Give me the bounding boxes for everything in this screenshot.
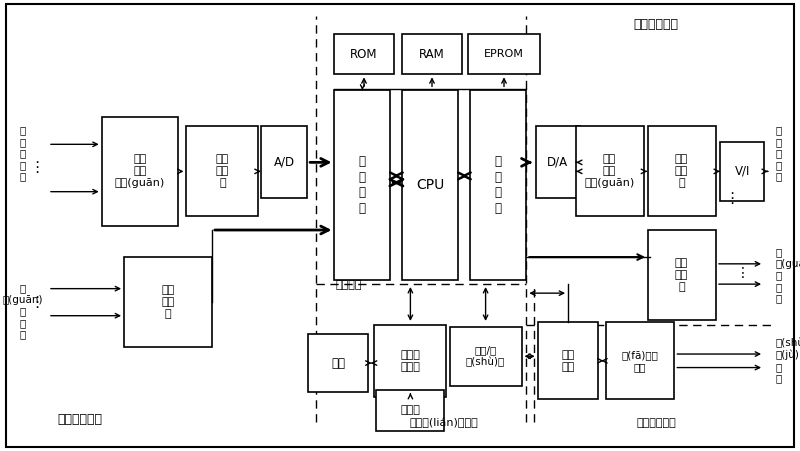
Bar: [374, 325, 446, 397]
Text: 通信
接口: 通信 接口: [562, 350, 574, 372]
Bar: [538, 322, 598, 399]
Text: 輸出
保持
器: 輸出 保持 器: [675, 154, 688, 189]
Text: A/D: A/D: [274, 156, 294, 169]
Bar: [261, 126, 307, 198]
Bar: [450, 327, 522, 386]
Text: 多路
模擬
開關(guān): 多路 模擬 開關(guān): [585, 154, 634, 189]
Text: ROM: ROM: [350, 48, 378, 60]
Text: RAM: RAM: [419, 48, 445, 60]
Text: 數(shù)
據(jù)
通
信: 數(shù) 據(jù) 通 信: [776, 338, 800, 384]
Bar: [377, 390, 445, 431]
Text: 鍵盤: 鍵盤: [331, 357, 346, 369]
Bar: [102, 117, 178, 226]
Bar: [721, 142, 765, 201]
Text: 定時/計
數(shù)器: 定時/計 數(shù)器: [466, 345, 506, 368]
Bar: [648, 126, 716, 216]
Text: 過程輸出通道: 過程輸出通道: [634, 18, 678, 31]
Text: 開
關(guān)
量
輸
出: 開 關(guān) 量 輸 出: [776, 247, 800, 304]
Bar: [648, 230, 716, 320]
Text: 輸入
緩沖
器: 輸入 緩沖 器: [162, 285, 174, 319]
Text: ⋮: ⋮: [29, 160, 45, 175]
Text: 顯示器: 顯示器: [401, 405, 420, 415]
Text: 輸出
緩沖
器: 輸出 緩沖 器: [675, 258, 688, 292]
Text: 模
擬
量
輸
入: 模 擬 量 輸 入: [19, 125, 26, 182]
Text: D/A: D/A: [547, 156, 568, 169]
Text: 輸
入
接
口: 輸 入 接 口: [359, 155, 366, 215]
Text: 輸
出
接
口: 輸 出 接 口: [495, 155, 502, 215]
Bar: [402, 34, 462, 74]
Bar: [334, 90, 390, 280]
Text: 過程輸入通道: 過程輸入通道: [58, 413, 102, 426]
Text: EPROM: EPROM: [484, 49, 524, 59]
Bar: [402, 90, 458, 280]
Text: 模
擬
量
輸
出: 模 擬 量 輸 出: [776, 125, 782, 182]
Bar: [576, 126, 643, 216]
Bar: [186, 126, 258, 216]
Text: 人機聯(lián)系部件: 人機聯(lián)系部件: [410, 418, 478, 428]
Text: ⋮: ⋮: [735, 266, 750, 280]
Bar: [536, 126, 579, 198]
Text: ⋮: ⋮: [724, 191, 740, 206]
Text: 開
關(guān)
量
輸
入: 開 關(guān) 量 輸 入: [2, 283, 42, 340]
Bar: [309, 334, 369, 392]
Text: 通信接口電路: 通信接口電路: [636, 419, 676, 428]
Text: 發(fā)送收
電路: 發(fā)送收 電路: [622, 350, 658, 372]
Bar: [470, 90, 526, 280]
Text: 采樣
保持
器: 采樣 保持 器: [216, 154, 229, 189]
Bar: [468, 34, 540, 74]
Text: 主機電路: 主機電路: [336, 280, 362, 290]
Text: CPU: CPU: [416, 178, 445, 192]
Text: V/I: V/I: [734, 165, 750, 178]
Text: 多路
模擬
開關(guān): 多路 模擬 開關(guān): [115, 154, 165, 189]
Bar: [606, 322, 674, 399]
Text: ⋮: ⋮: [29, 295, 45, 310]
Bar: [124, 257, 212, 347]
Bar: [334, 34, 394, 74]
Text: 鍵盤顯
示接口: 鍵盤顯 示接口: [401, 350, 420, 372]
